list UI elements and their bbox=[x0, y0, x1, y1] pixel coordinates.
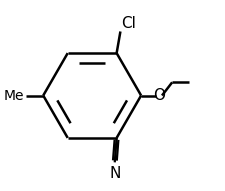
Text: Cl: Cl bbox=[121, 15, 136, 31]
Text: Me: Me bbox=[4, 88, 24, 103]
Text: N: N bbox=[109, 166, 120, 181]
Text: O: O bbox=[152, 88, 164, 103]
